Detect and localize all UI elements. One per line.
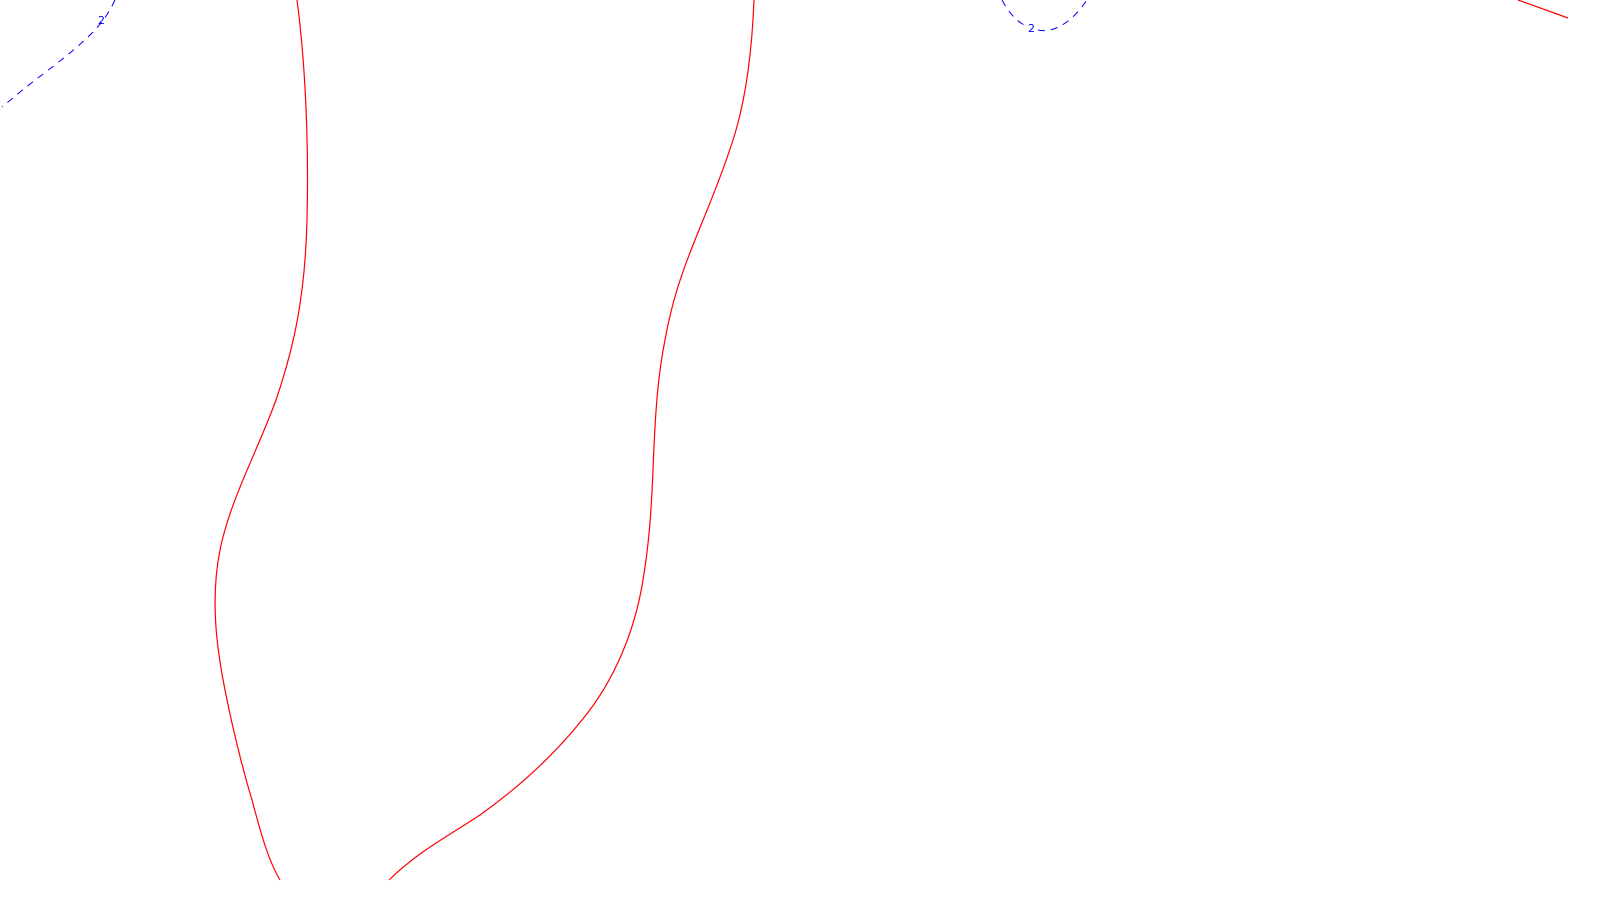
dashed-contour-left xyxy=(1,0,116,108)
contour-label-left: 2 xyxy=(98,14,105,27)
solid-contour-left xyxy=(214,0,309,881)
solid-contour-top-right xyxy=(1517,0,1569,19)
solid-contour-middle xyxy=(388,0,755,881)
dashed-contour-top xyxy=(1001,0,1088,32)
contour-label-top: 2 xyxy=(1028,22,1035,35)
